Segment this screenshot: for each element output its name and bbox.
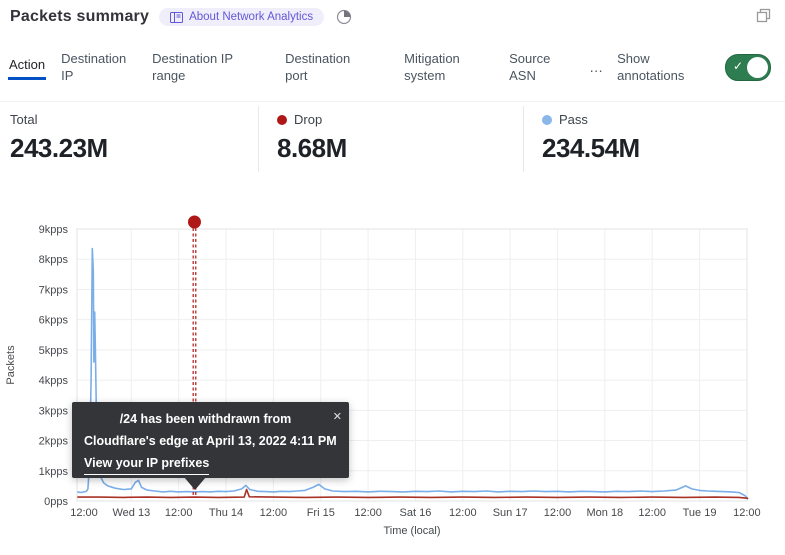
x-tick-label: Thu 14 [209, 507, 243, 519]
tooltip-caret [184, 477, 206, 490]
tab-mitigation-system[interactable]: Mitigation system [404, 51, 460, 83]
tab-destination-ip[interactable]: Destination IP [61, 51, 127, 83]
x-tick-label: 12:00 [354, 507, 382, 519]
dimension-tabs: Action Destination IP Destination IP ran… [8, 44, 777, 90]
tab-action[interactable]: Action [8, 54, 47, 80]
header: Packets summary About Network Analytics [10, 8, 352, 26]
x-tick-label: Sun 17 [493, 507, 528, 519]
time-range-icon[interactable] [336, 9, 352, 25]
tab-source-asn[interactable]: Source ASN [509, 51, 551, 83]
stat-drop-value: 8.68M [277, 133, 347, 163]
stat-total: Total 243.23M [10, 112, 108, 164]
stat-drop-label: Drop [294, 112, 323, 127]
plot-border [76, 228, 748, 502]
x-tick-label: 12:00 [260, 507, 288, 519]
pass-line [77, 247, 749, 500]
x-tick-label: 12:00 [165, 507, 193, 519]
tab-destination-port[interactable]: Destination port [285, 51, 351, 83]
x-tick-label: Wed 13 [112, 507, 150, 519]
show-annotations-label: Show annotations [617, 51, 685, 83]
x-tick-label: 12:00 [638, 507, 666, 519]
y-tick-label: 3kpps [39, 405, 69, 417]
tooltip-line1: /24 has been withdrawn from [119, 412, 292, 426]
y-tick-label: 0pps [44, 496, 68, 508]
stat-total-value: 243.23M [10, 133, 108, 163]
packets-chart[interactable]: 0pps 1kpps 2kpps 3kpps 4kpps 5kpps 6kpps 7kpps 8… [0, 200, 785, 555]
x-tick-label: 12:00 [733, 507, 761, 519]
restore-window-icon[interactable] [756, 8, 771, 28]
close-icon[interactable]: ✕ [332, 411, 342, 423]
y-tick-label: 6kpps [39, 315, 69, 327]
y-tick-label: 2kpps [39, 436, 69, 448]
tooltip-line2: Cloudflare's edge at April 13, 2022 4:11… [84, 434, 337, 448]
x-tick-label: 12:00 [544, 507, 572, 519]
more-tabs-ellipsis-icon[interactable]: … [589, 59, 605, 75]
show-annotations-toggle[interactable]: ✓ [725, 53, 771, 81]
x-tick-label: Mon 18 [586, 507, 623, 519]
x-tick-label: 12:00 [449, 507, 477, 519]
x-tick-label: Fri 15 [307, 507, 335, 519]
stat-pass-value: 234.54M [542, 133, 640, 163]
stat-drop: Drop 8.68M [277, 112, 347, 164]
x-axis-title: Time (local) [383, 525, 440, 537]
y-tick-label: 1kpps [39, 466, 69, 478]
stat-pass-label: Pass [559, 112, 588, 127]
stat-divider [523, 106, 524, 172]
tab-destination-ip-range[interactable]: Destination IP range [152, 51, 233, 83]
y-tick-label: 8kpps [39, 254, 69, 266]
y-tick-label: 7kpps [39, 284, 69, 296]
drop-line [77, 488, 749, 500]
y-tick-label: 4kpps [39, 375, 69, 387]
page-title: Packets summary [10, 8, 150, 25]
y-tick-label: 9kpps [39, 224, 69, 236]
about-network-analytics-badge[interactable]: About Network Analytics [159, 8, 325, 26]
check-icon: ✓ [733, 58, 744, 73]
badge-label: About Network Analytics [189, 11, 314, 23]
x-tick-label: Sat 16 [400, 507, 432, 519]
toggle-knob [747, 56, 768, 78]
book-icon [170, 11, 184, 23]
y-axis-title: Packets [5, 345, 17, 385]
annotation-tooltip: ✕ /24 has been withdrawn from Cloudflare… [72, 402, 349, 478]
x-tick-label: 12:00 [70, 507, 98, 519]
stats-row: Total 243.23M Drop 8.68M Pass 234.54M [0, 101, 785, 176]
stat-total-label: Total [10, 112, 38, 127]
annotation-dot [187, 215, 201, 229]
pass-legend-dot [542, 114, 552, 125]
stat-pass: Pass 234.54M [542, 112, 640, 164]
x-tick-label: Tue 19 [683, 507, 717, 519]
drop-legend-dot [277, 114, 287, 125]
view-ip-prefixes-link[interactable]: View your IP prefixes [84, 452, 210, 475]
stat-divider [258, 106, 259, 172]
y-tick-label: 5kpps [39, 345, 69, 357]
